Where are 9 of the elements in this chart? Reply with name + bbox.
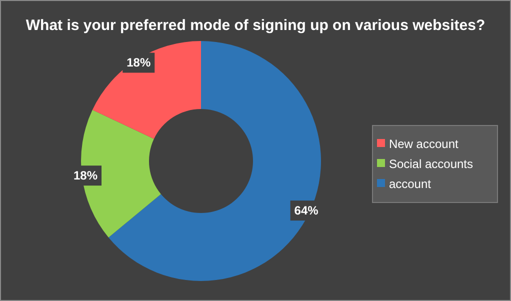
data-label: 18% (126, 56, 151, 70)
legend-label: New account (388, 136, 458, 150)
data-label: 18% (74, 168, 98, 183)
data-label: 64% (294, 204, 319, 218)
legend-label: Social accounts (388, 156, 473, 170)
chart-title: What is your preferred mode of signing up on various websites? (24, 17, 486, 34)
donut-slice (92, 41, 201, 139)
legend-label: account (388, 176, 431, 190)
donut-slice (108, 41, 321, 281)
